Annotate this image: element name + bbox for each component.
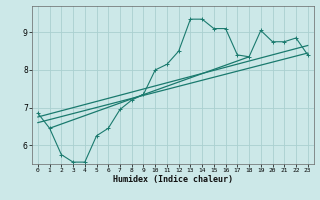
X-axis label: Humidex (Indice chaleur): Humidex (Indice chaleur) — [113, 175, 233, 184]
